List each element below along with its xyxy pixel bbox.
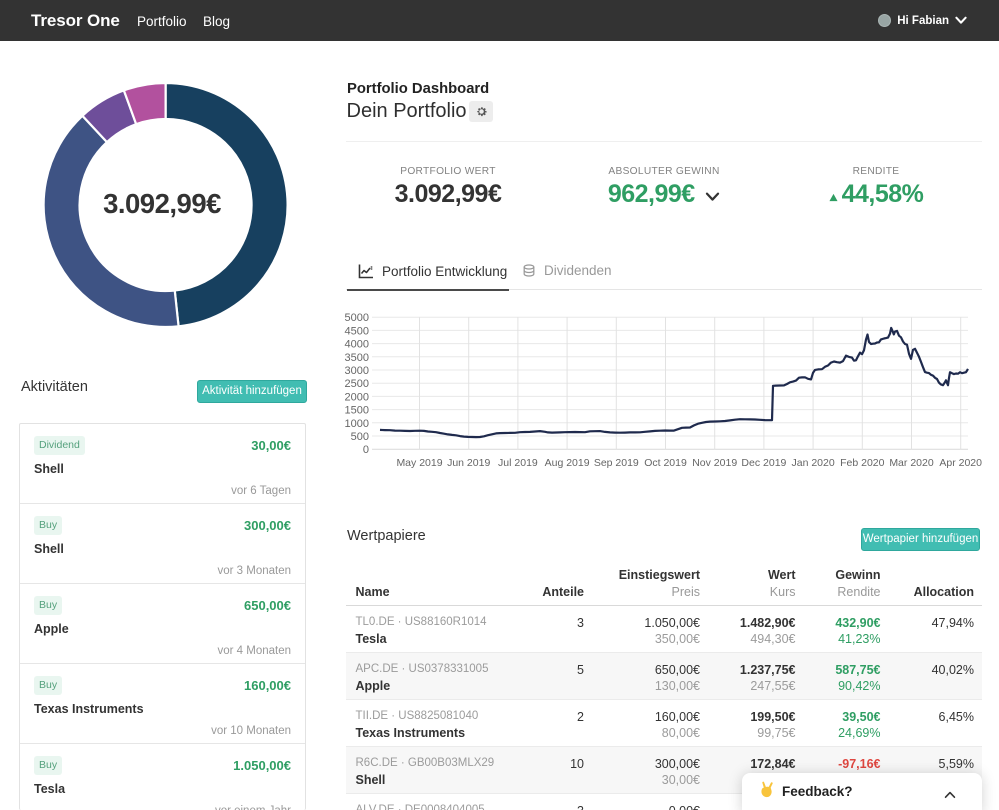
svg-text:2500: 2500: [345, 378, 369, 390]
svg-text:3500: 3500: [345, 352, 369, 364]
svg-text:Oct 2019: Oct 2019: [644, 457, 687, 469]
svg-text:Apr 2020: Apr 2020: [939, 457, 982, 469]
svg-text:5000: 5000: [345, 312, 369, 324]
svg-text:May 2019: May 2019: [396, 457, 442, 469]
svg-text:Jan 2020: Jan 2020: [791, 457, 834, 469]
svg-text:0: 0: [363, 444, 369, 456]
svg-text:1000: 1000: [345, 418, 369, 430]
svg-text:2000: 2000: [345, 391, 369, 403]
svg-text:Jun 2019: Jun 2019: [447, 457, 490, 469]
svg-text:Feb 2020: Feb 2020: [840, 457, 885, 469]
svg-text:1500: 1500: [345, 405, 369, 417]
svg-text:Mar 2020: Mar 2020: [889, 457, 934, 469]
svg-text:Sep 2019: Sep 2019: [594, 457, 639, 469]
svg-text:Dec 2019: Dec 2019: [741, 457, 786, 469]
svg-text:3000: 3000: [345, 365, 369, 377]
svg-text:Nov 2019: Nov 2019: [692, 457, 737, 469]
svg-text:Aug 2019: Aug 2019: [545, 457, 590, 469]
svg-text:500: 500: [351, 431, 369, 443]
svg-text:Jul 2019: Jul 2019: [498, 457, 538, 469]
svg-text:4000: 4000: [345, 339, 369, 351]
svg-text:4500: 4500: [345, 325, 369, 337]
